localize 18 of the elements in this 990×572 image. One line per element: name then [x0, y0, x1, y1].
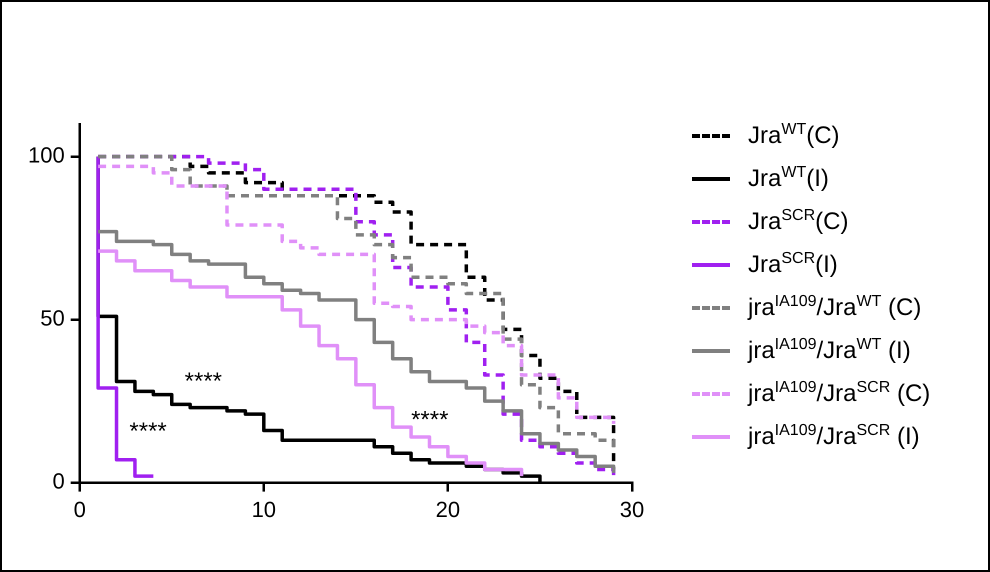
legend-label: Jra$^{WT}$(I): [748, 164, 829, 193]
legend-label: Jra$^{SCR}$(C): [748, 207, 848, 236]
annotation: ****: [184, 368, 222, 395]
x-tick-label: 0: [74, 496, 86, 522]
annotation: ****: [411, 406, 448, 434]
x-tick-label: 20: [436, 496, 460, 522]
y-tick-label: 100: [28, 142, 65, 168]
legend-label: jra$^{IA109}$/Jra$^{WT}$ (C): [748, 293, 922, 322]
y-tick-label: 50: [40, 306, 65, 331]
x-tick-label: 30: [620, 496, 644, 522]
legend-label: jra$^{IA109}$/Jra$^{SCR}$ (C): [748, 379, 930, 408]
legend-label: jra$^{IA109}$/Jra$^{WT}$ (I): [748, 336, 911, 365]
legend-label: Jra$^{WT}$(C): [748, 121, 840, 150]
legend-label: jra$^{IA109}$/Jra$^{SCR}$ (I): [748, 422, 920, 451]
x-tick-label: 10: [252, 496, 276, 522]
annotation: ****: [129, 418, 167, 446]
y-tick-label: 0: [52, 468, 65, 494]
legend-label: Jra$^{SCR}$(I): [748, 250, 838, 279]
